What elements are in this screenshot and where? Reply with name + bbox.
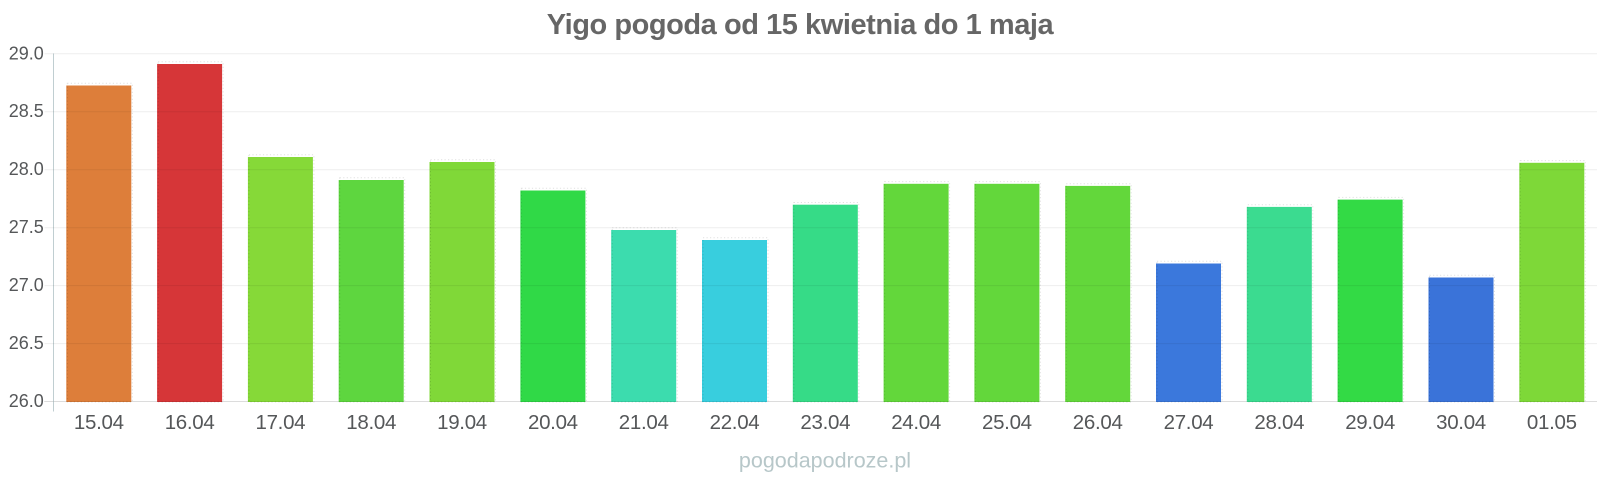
svg-text:18.04: 18.04 [346,411,396,434]
svg-text:24.04: 24.04 [891,411,941,434]
svg-text:29.04: 29.04 [1345,411,1395,434]
svg-text:26.04: 26.04 [1073,411,1123,434]
svg-text:28.04: 28.04 [1254,411,1304,434]
svg-text:pogodapodroze.pl: pogodapodroze.pl [739,449,911,473]
svg-text:21.04: 21.04 [619,411,669,434]
svg-text:29.0: 29.0 [9,43,44,63]
svg-text:23.04: 23.04 [800,411,850,434]
svg-text:26.5: 26.5 [9,333,44,353]
svg-text:27.04: 27.04 [1164,411,1214,434]
svg-text:Yigo pogoda od 15 kwietnia do: Yigo pogoda od 15 kwietnia do 1 maja [547,9,1055,41]
svg-text:27.0: 27.0 [9,275,44,295]
svg-text:22.04: 22.04 [710,411,760,434]
svg-text:15.04: 15.04 [74,411,124,434]
svg-text:01.05: 01.05 [1527,411,1577,434]
svg-text:28.0: 28.0 [9,159,44,179]
svg-text:27.5: 27.5 [9,217,44,237]
svg-text:16.04: 16.04 [165,411,215,434]
svg-text:20.04: 20.04 [528,411,578,434]
svg-text:26.0: 26.0 [9,391,44,411]
svg-text:19.04: 19.04 [437,411,487,434]
svg-text:28.5: 28.5 [9,101,44,121]
svg-text:25.04: 25.04 [982,411,1032,434]
svg-text:30.04: 30.04 [1436,411,1486,434]
svg-text:17.04: 17.04 [255,411,305,434]
